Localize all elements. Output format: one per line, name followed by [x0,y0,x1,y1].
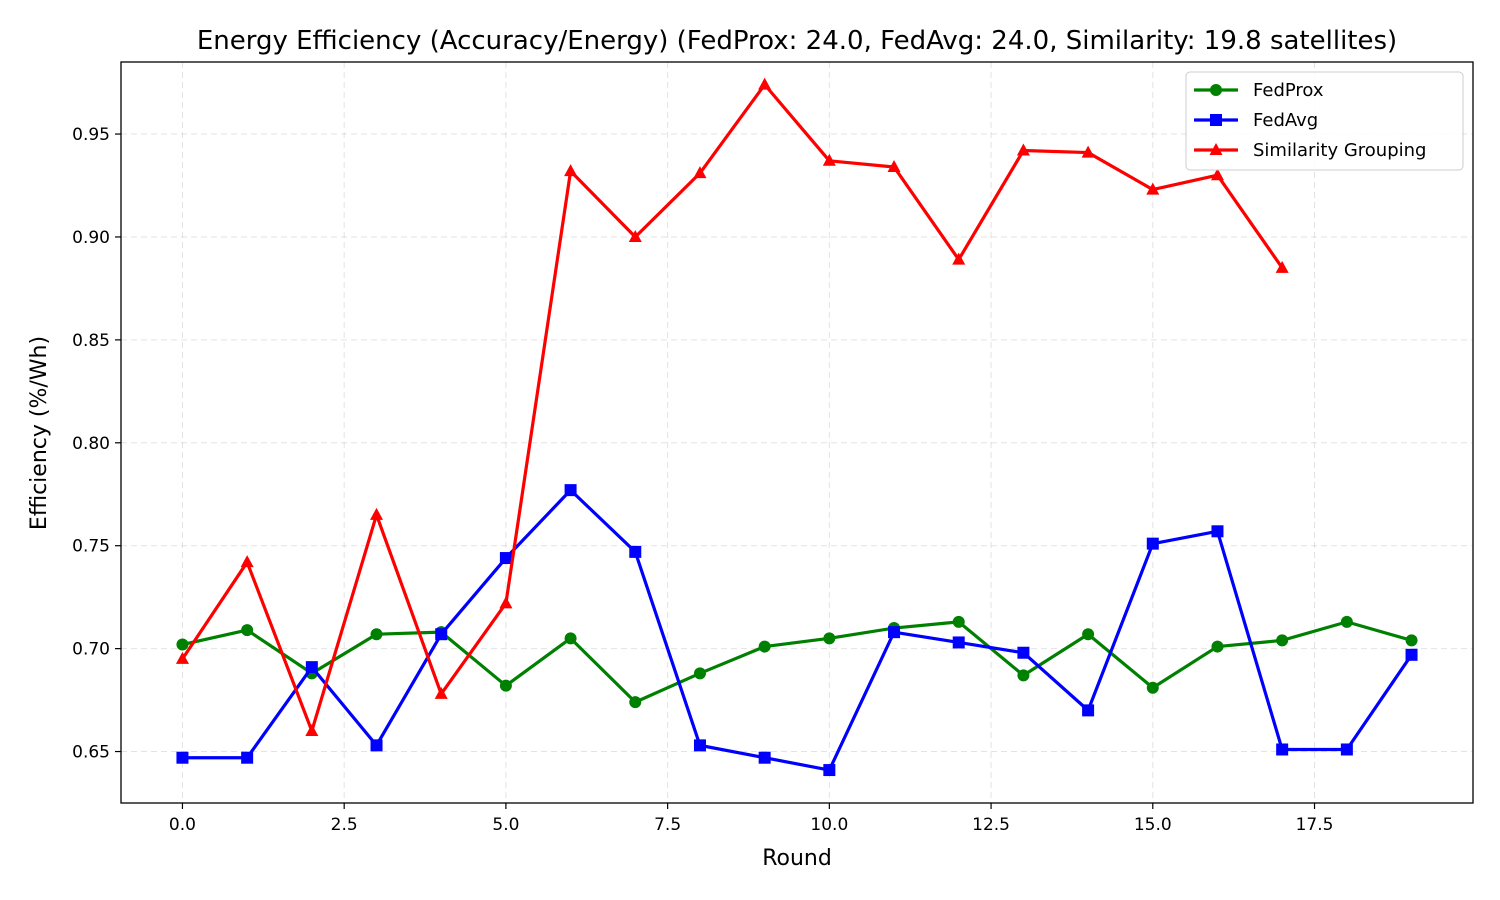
legend-marker [1209,143,1223,155]
data-point [241,624,254,637]
series-fedprox [176,615,1418,709]
y-tick-label: 0.75 [72,537,110,557]
data-point [629,696,642,709]
data-point [176,751,189,764]
legend-marker [1210,84,1222,96]
data-point [1405,648,1418,661]
y-tick-label: 0.90 [72,228,110,248]
data-point [758,77,772,90]
data-point [1146,681,1159,694]
data-point [564,484,577,497]
chart-title: Energy Efficiency (Accuracy/Energy) (Fed… [197,26,1397,56]
data-point [693,739,706,752]
series-line [182,620,1412,704]
data-point [888,626,901,639]
legend-box [1185,71,1464,171]
data-point [1340,743,1353,756]
data-point [1211,640,1224,653]
data-point [1082,628,1095,641]
data-point [1405,634,1418,647]
data-point [1081,145,1095,158]
y-tick-label: 0.65 [72,743,110,763]
data-point [370,507,384,520]
data-point [370,739,383,752]
y-tick-label: 0.85 [72,331,110,351]
data-point [1082,704,1095,717]
data-point [1210,168,1224,181]
data-point [952,615,965,628]
data-point [823,764,836,777]
y-tick-label: 0.80 [72,434,110,454]
data-point [628,229,642,242]
x-tick-label: 5.0 [492,815,519,835]
series-line [182,488,1413,772]
data-point [499,596,513,609]
series-similarity-grouping [175,77,1289,736]
plot-frame [120,61,1474,804]
data-point [758,640,771,653]
x-tick-label: 2.5 [331,815,358,835]
legend: FedProx FedAvg Similarity Grouping [1185,71,1464,171]
x-axis-label: Round [762,846,832,871]
data-point [564,632,577,645]
data-point [693,667,706,680]
legend-label: FedAvg [1253,110,1318,131]
data-point [1146,537,1159,550]
series-line [181,83,1284,733]
data-point [1016,143,1030,156]
y-axis: 0.65 0.70 0.75 0.80 0.85 0.90 0.95 [72,125,121,763]
x-tick-label: 12.5 [972,815,1010,835]
data-point [822,153,836,166]
data-point [435,628,448,641]
data-point [629,545,642,558]
legend-label: Similarity Grouping [1253,140,1426,161]
data-point [1146,182,1160,195]
legend-marker [1210,114,1222,126]
x-tick-label: 10.0 [810,815,848,835]
legend-item: FedAvg [1194,110,1318,131]
data-point [564,164,578,177]
data-point [305,661,318,674]
data-point [176,638,189,651]
data-point [1211,525,1224,538]
data-point [1340,615,1353,628]
data-point [693,166,707,179]
data-point [305,723,319,736]
data-point [823,632,836,645]
legend-label: FedProx [1253,80,1324,101]
y-tick-label: 0.95 [72,125,110,145]
x-tick-label: 15.0 [1134,815,1172,835]
grid [121,62,1473,803]
y-axis-label: Efficiency (%/Wh) [27,336,52,530]
data-point [952,252,966,265]
series-fedavg [176,484,1418,777]
data-point [1017,669,1030,682]
data-point [241,751,254,764]
y-tick-label: 0.70 [72,640,110,660]
legend-item: Similarity Grouping [1194,140,1426,161]
data-point [175,651,189,664]
data-point [758,751,771,764]
data-point [499,552,512,565]
data-point [887,159,901,172]
data-point [370,628,383,641]
data-point [1276,634,1289,647]
data-point [952,636,965,649]
data-point [1275,260,1289,273]
data-point [499,679,512,692]
x-tick-label: 0.0 [169,815,196,835]
data-point [434,686,448,699]
data-point [1276,743,1289,756]
series-layer [175,77,1418,777]
x-tick-label: 17.5 [1296,815,1334,835]
data-point [1017,646,1030,659]
x-axis: 0.0 2.5 5.0 7.5 10.0 12.5 15.0 17.5 [169,803,1334,835]
x-tick-label: 7.5 [654,815,681,835]
data-point [240,555,254,568]
legend-item: FedProx [1194,80,1324,101]
